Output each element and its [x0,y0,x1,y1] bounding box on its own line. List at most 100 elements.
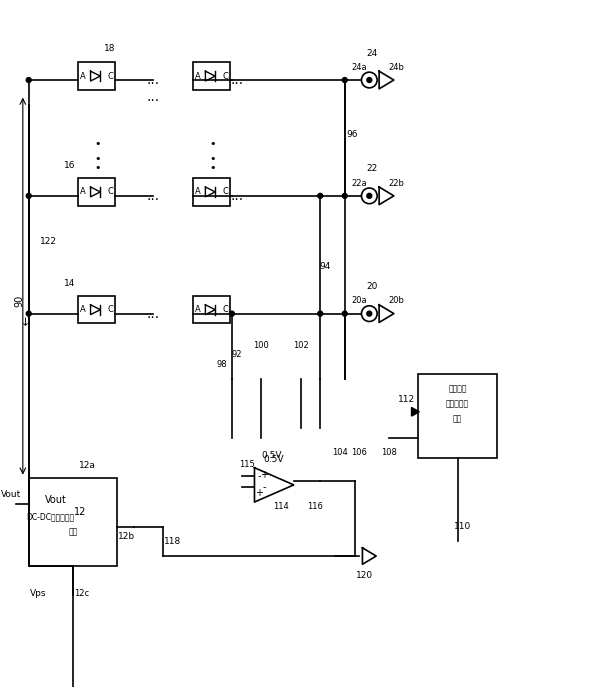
Polygon shape [379,187,394,204]
Polygon shape [411,407,419,416]
Text: 108: 108 [381,448,397,457]
Text: 98: 98 [216,360,227,369]
Text: 104: 104 [332,448,347,457]
Text: 115: 115 [239,460,255,469]
Text: 22b: 22b [389,179,405,188]
Text: C: C [222,187,228,196]
Text: 0.5V: 0.5V [261,451,282,460]
Text: •: • [94,164,100,173]
Text: 12: 12 [74,507,86,517]
Text: 92: 92 [231,351,242,360]
Text: +: + [260,470,269,480]
Polygon shape [255,468,294,502]
Text: A: A [80,187,86,196]
Text: •: • [94,139,100,149]
Polygon shape [379,71,394,89]
Text: 24: 24 [367,49,378,58]
Text: 16: 16 [64,161,76,170]
Text: A: A [195,305,200,314]
Text: 110: 110 [454,522,471,531]
Bar [78,296,115,324]
Text: 118: 118 [164,537,182,546]
Circle shape [342,78,347,82]
Circle shape [361,72,377,88]
Text: 選択: 選択 [453,414,462,423]
Text: A: A [80,71,86,80]
Circle shape [342,193,347,198]
Text: 116: 116 [307,502,324,511]
Text: ...: ... [230,73,243,87]
Circle shape [318,311,323,316]
Circle shape [367,193,372,198]
Text: Vout: Vout [1,490,21,499]
Text: 120: 120 [356,571,373,580]
Bar [78,62,115,90]
Text: →: → [18,316,28,325]
Circle shape [26,311,31,316]
Text: 20b: 20b [389,297,405,306]
Text: -: - [263,482,266,492]
Text: •: • [209,154,215,164]
Text: C: C [222,71,228,80]
Text: 106: 106 [352,448,367,457]
Text: 122: 122 [40,238,57,247]
Circle shape [361,188,377,204]
Bar [29,477,117,566]
Text: +: + [255,489,263,498]
Text: 90: 90 [14,295,24,307]
Text: C: C [107,305,113,314]
Text: 96: 96 [347,130,358,139]
Text: A: A [80,305,86,314]
Text: 24b: 24b [389,63,405,72]
Text: Vout: Vout [45,495,68,505]
Text: ...: ... [147,188,160,203]
Circle shape [230,311,234,316]
Text: 114: 114 [273,502,289,511]
Polygon shape [379,305,394,322]
Text: 100: 100 [254,340,269,349]
Bar [78,178,115,206]
Bar [419,374,497,458]
Text: 0.5V: 0.5V [264,455,285,464]
Circle shape [361,306,377,322]
Text: •: • [209,139,215,149]
Text: 12c: 12c [74,589,89,598]
Circle shape [318,193,323,198]
Text: 20a: 20a [352,297,367,306]
Text: 14: 14 [64,279,75,288]
Text: 18: 18 [103,44,115,53]
Text: ...: ... [147,306,160,321]
Text: ...: ... [147,73,160,87]
Text: チャンネル: チャンネル [446,399,469,408]
Text: -: - [258,471,261,482]
Text: A: A [195,187,200,196]
Text: C: C [222,305,228,314]
Text: 112: 112 [398,394,415,403]
Text: •: • [209,164,215,173]
Text: 誤差: 誤差 [68,527,78,536]
Bar [193,296,230,324]
Circle shape [367,78,372,82]
Text: •: • [94,154,100,164]
Text: A: A [195,71,200,80]
Text: C: C [107,71,113,80]
Text: ...: ... [147,89,160,104]
Text: ...: ... [230,188,243,203]
Text: DC-DCコンバータ: DC-DCコンバータ [26,512,74,521]
Text: 12b: 12b [118,532,135,541]
Text: 94: 94 [319,262,331,271]
Circle shape [367,311,372,316]
Text: Vps: Vps [30,589,47,598]
Bar [193,178,230,206]
Bar [193,62,230,90]
Polygon shape [362,547,376,564]
Text: C: C [107,187,113,196]
Circle shape [342,311,347,316]
Text: 22: 22 [367,164,378,173]
Text: 12a: 12a [79,462,96,471]
Text: 102: 102 [293,340,309,349]
Text: デジタル: デジタル [448,385,467,394]
Circle shape [26,78,31,82]
Text: 22a: 22a [352,179,367,188]
Circle shape [26,193,31,198]
